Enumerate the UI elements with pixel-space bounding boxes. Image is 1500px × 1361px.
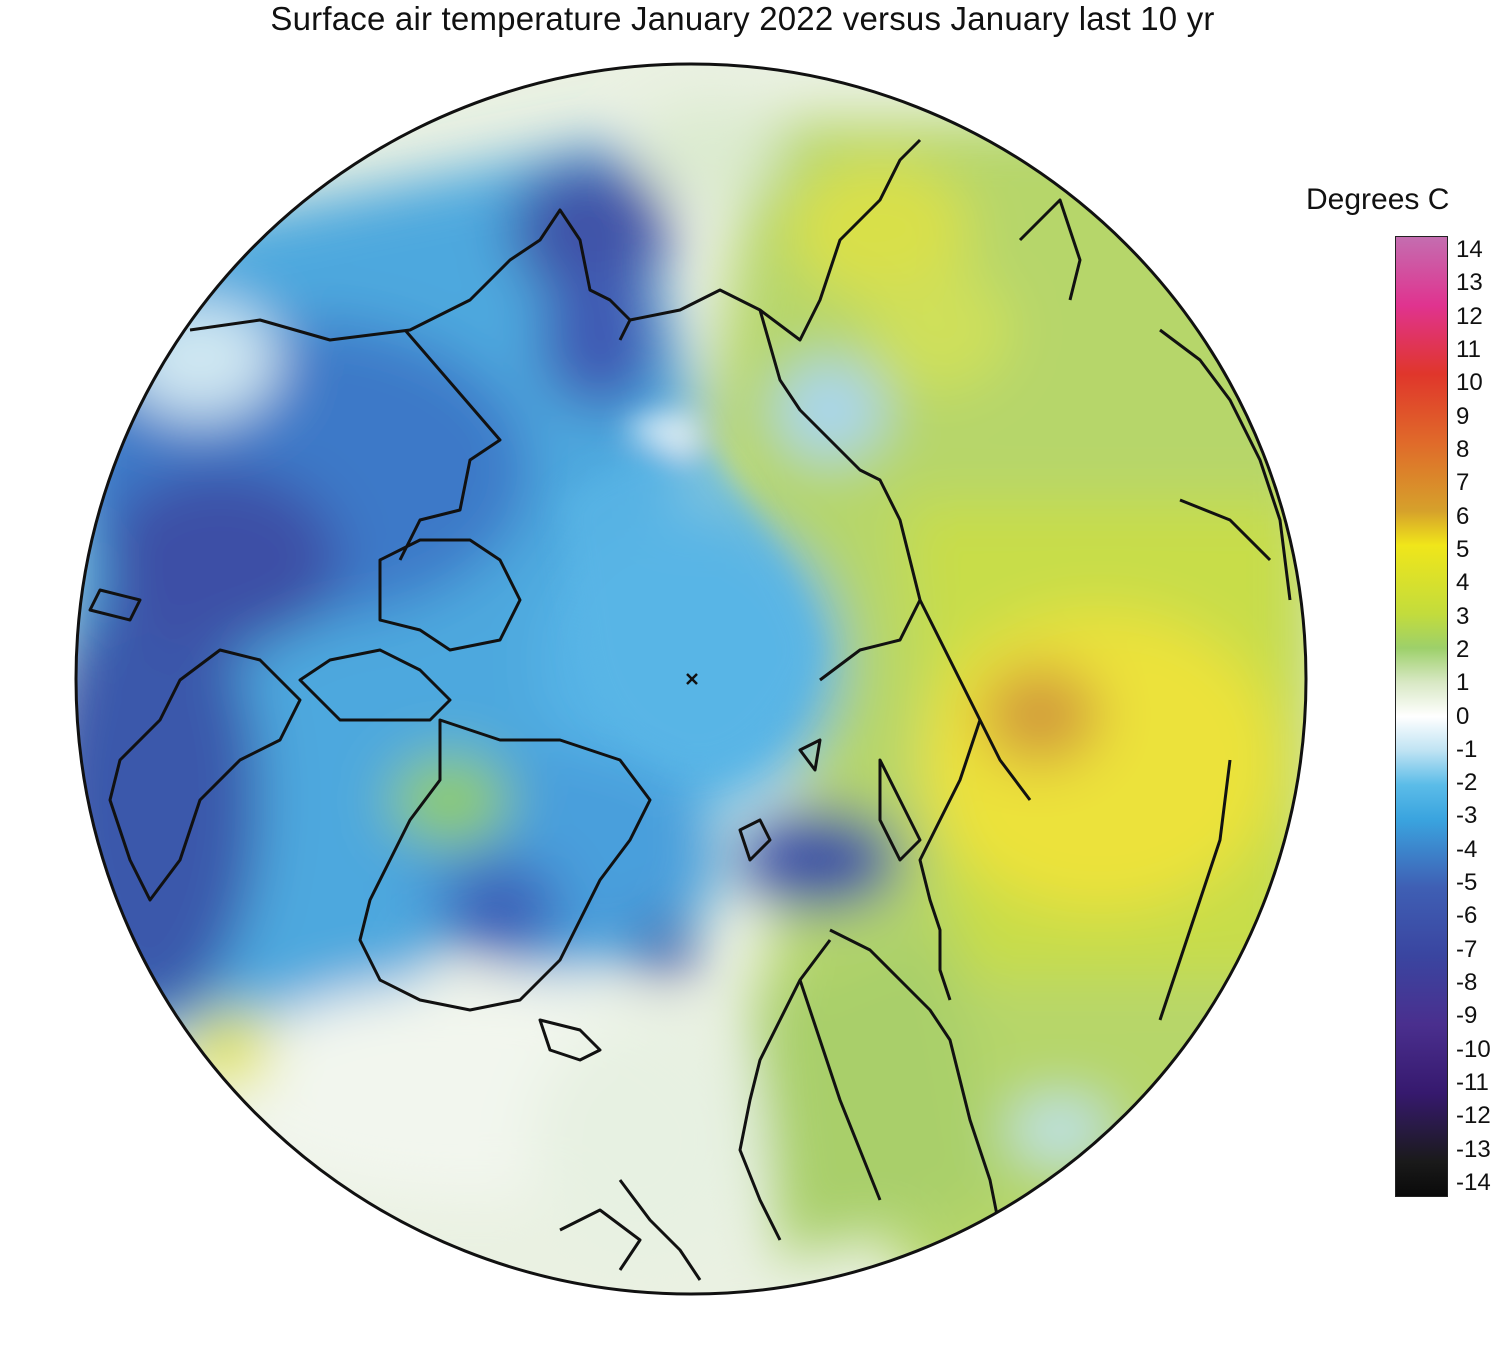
colorbar-tick: -12 (1456, 1102, 1491, 1130)
colorbar-tick: -10 (1456, 1035, 1491, 1063)
colorbar-tick: 1 (1456, 669, 1470, 697)
colorbar-tick: -4 (1456, 835, 1478, 863)
coastlines (88, 138, 1292, 1281)
colorbar-tick: 10 (1456, 369, 1483, 397)
colorbar-tick: 8 (1456, 435, 1470, 463)
colorbar-tick: 3 (1456, 602, 1470, 630)
colorbar-tick: 4 (1456, 569, 1470, 597)
map-boundary (74, 62, 1308, 1296)
legend-title: Degrees C (1306, 183, 1450, 216)
north-pole-marker (686, 673, 698, 685)
colorbar-tick: 9 (1456, 402, 1470, 430)
colorbar-tick: -2 (1456, 769, 1478, 797)
colorbar-tick: 2 (1456, 635, 1470, 663)
colorbar-tick: -6 (1456, 902, 1478, 930)
colorbar-tick: 7 (1456, 469, 1470, 497)
colorbar-tick: -13 (1456, 1135, 1491, 1163)
colorbar-tick: 6 (1456, 502, 1470, 530)
anomaly-field (76, 64, 1306, 1294)
chart-title: Surface air temperature January 2022 ver… (270, 0, 1215, 37)
colorbar-tick: -8 (1456, 969, 1478, 997)
colorbar-tick: -7 (1456, 935, 1478, 963)
colorbar-tick: -9 (1456, 1002, 1478, 1030)
colorbar-tick: 13 (1456, 269, 1483, 297)
colorbar-tick: -11 (1456, 1069, 1489, 1097)
colorbar-tick: 5 (1456, 535, 1470, 563)
colorbar-tick: 0 (1456, 702, 1470, 730)
colorbar (1395, 236, 1448, 1197)
colorbar-tick: -1 (1456, 735, 1478, 763)
colorbar-tick: -3 (1456, 802, 1478, 830)
colorbar-tick: -5 (1456, 869, 1478, 897)
colorbar-tick: 14 (1456, 236, 1483, 263)
colorbar-tick-labels: 14 13 12 11 10 9 8 7 6 5 4 3 2 1 0 -1 -2 -3 -4 -5 -6 -7 -8 -9 -1… (1456, 236, 1500, 1197)
colorbar-tick: -14 (1456, 1169, 1491, 1196)
colorbar-tick: 11 (1456, 335, 1481, 363)
colorbar-tick: 12 (1456, 302, 1483, 330)
